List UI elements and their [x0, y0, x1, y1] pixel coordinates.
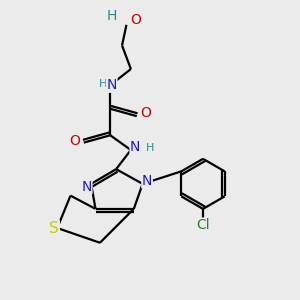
Text: N: N: [82, 180, 92, 194]
Text: H: H: [146, 142, 154, 153]
Text: N: N: [142, 174, 152, 188]
Text: O: O: [140, 106, 151, 120]
Text: O: O: [130, 14, 141, 27]
Text: H: H: [106, 9, 117, 23]
Text: O: O: [70, 134, 80, 148]
Text: N: N: [106, 78, 117, 92]
Text: S: S: [50, 220, 59, 236]
Text: H: H: [99, 79, 107, 89]
Text: Cl: Cl: [196, 218, 210, 232]
Text: N: N: [130, 140, 140, 154]
